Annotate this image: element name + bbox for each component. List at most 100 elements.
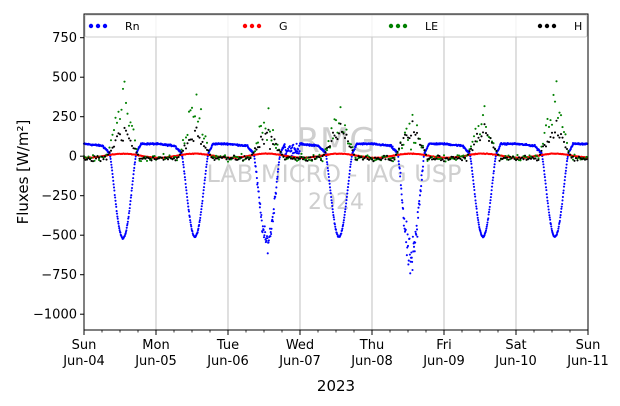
h-point [493,147,497,150]
h-point [259,135,263,138]
h-point [463,156,467,159]
rn-point [203,179,206,182]
rn-point [566,155,569,158]
h-point [151,156,155,159]
rn-point [565,166,568,169]
h-point [487,139,491,143]
h-point [213,158,216,162]
h-point [480,135,483,138]
h-point [402,136,405,140]
h-point [507,158,510,161]
le-point [195,93,198,96]
rn-point [129,203,132,206]
rn-point [565,163,568,166]
h-point [496,153,500,156]
rn-point [562,189,565,192]
rn-point [493,166,496,169]
rn-point [276,170,279,173]
rn-point [542,163,545,166]
rn-point [285,152,288,155]
h-point [85,158,89,161]
h-point [249,157,252,160]
h-point [465,159,468,162]
rn-point [183,176,186,179]
rn-point [418,194,422,197]
rn-point [475,205,478,208]
x-tick-label-day: Sun [576,338,601,353]
rn-point [566,157,569,160]
rn-point [550,225,553,228]
h-point [223,155,227,159]
le-point [267,107,270,110]
rn-point [333,218,336,221]
le-point [253,150,257,153]
h-point [307,156,311,159]
le-point [117,110,120,113]
h-point [117,132,120,135]
le-point [367,155,371,158]
h-point [87,157,90,160]
h-point [421,146,425,149]
rn-point [187,205,190,208]
rn-point [406,246,409,249]
h-point [241,159,245,162]
le-point [552,93,555,97]
le-point [324,148,327,151]
le-point [472,135,476,138]
le-point [564,133,567,136]
rn-point [263,225,266,228]
legend-marker [544,23,550,29]
rn-point [473,192,476,196]
h-point [574,157,578,160]
x-tick-label-day: Thu [359,338,384,353]
rn-point [198,219,201,222]
legend-label: LE [425,20,438,33]
legend-marker [402,23,408,29]
rn-point [391,145,394,148]
h-point [288,155,291,158]
h-point [150,159,153,162]
h-point [174,159,177,162]
rn-point [198,221,201,224]
rn-point [112,186,116,189]
rn-point [545,193,548,196]
rn-point [267,241,270,244]
x-tick-label-date: Jun-07 [278,354,321,369]
le-point [127,124,131,127]
rn-point [563,179,566,182]
le-point [201,133,204,136]
h-point [118,133,122,136]
h-point [351,149,354,152]
rn-point [292,143,295,146]
rn-point [340,232,343,235]
watermark: RMG LAB MICRO - IAG USP 2024 [206,121,461,215]
le-point [153,155,156,158]
rn-point [408,237,411,240]
x-tick-label-date: Jun-09 [422,354,465,369]
h-point [585,158,588,161]
legend-label: Rn [125,20,140,33]
h-point [129,139,132,142]
h-point [513,157,516,161]
rn-point [402,224,405,227]
h-point [393,158,396,161]
rn-point [205,165,208,169]
le-point [331,137,335,140]
rn-point [558,219,561,222]
h-point [523,154,527,157]
rn-point [127,212,131,215]
rn-point [331,204,334,207]
rn-point [353,148,356,151]
le-point [483,105,486,108]
rn-point [189,221,192,224]
rn-point [184,182,187,185]
h-point [477,136,480,139]
h-point [162,158,165,161]
h-point [136,153,140,156]
h-point [214,157,218,160]
rn-point [127,217,130,220]
rn-point [271,220,275,223]
h-point [522,158,525,161]
h-point [277,149,281,152]
